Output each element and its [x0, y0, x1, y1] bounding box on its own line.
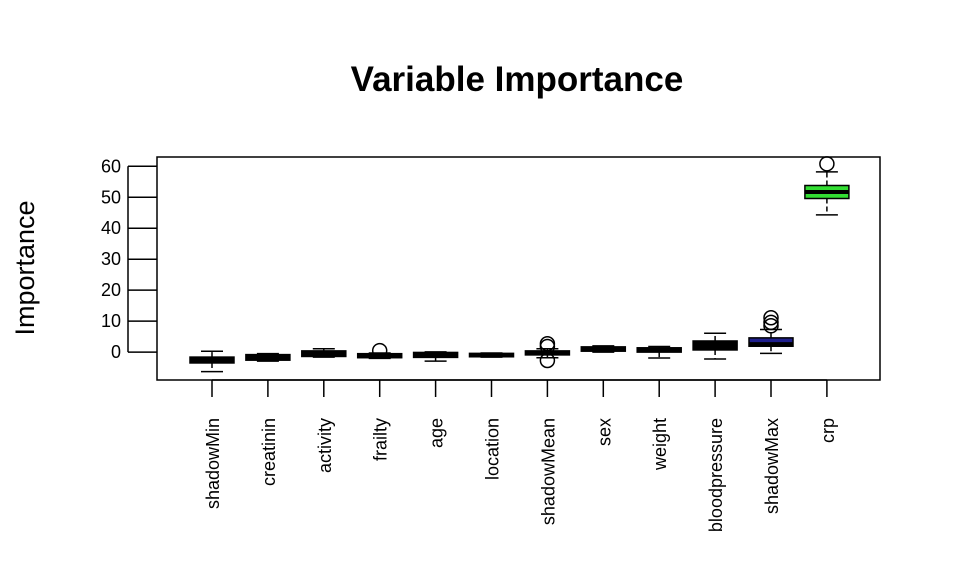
y-axis-label: Importance — [10, 200, 40, 335]
x-tick-label: location — [483, 418, 503, 480]
outlier-point — [763, 309, 779, 326]
x-tick-label: age — [427, 418, 447, 448]
x-axis: shadowMin creatinin activity frailty age loca… — [203, 379, 838, 532]
x-tick-label: shadowMin — [203, 418, 223, 509]
outlier-point — [763, 318, 779, 334]
box-shadowMin — [189, 350, 235, 373]
box-location — [468, 352, 515, 358]
box-shadowMax — [748, 309, 794, 355]
box-iqr — [748, 337, 794, 347]
x-tick-label: crp — [818, 418, 838, 443]
y-tick-label: 10 — [101, 311, 121, 331]
x-tick-label: shadowMax — [762, 418, 782, 514]
outlier-point — [819, 156, 835, 172]
box-weight — [636, 345, 682, 359]
y-axis: 0 10 20 30 40 50 60 — [101, 156, 157, 362]
box-frailty — [356, 342, 403, 360]
outlier-point — [539, 352, 556, 369]
x-tick-label: weight — [650, 418, 670, 471]
box-shadowMean — [524, 336, 571, 369]
x-tick-label: activity — [315, 418, 335, 473]
y-tick-label: 0 — [111, 342, 121, 362]
box-series — [189, 156, 850, 373]
y-tick-label: 20 — [101, 280, 121, 300]
x-tick-label: frailty — [371, 418, 391, 461]
outlier-point — [371, 342, 388, 359]
x-tick-label: sex — [594, 418, 614, 446]
x-tick-label: shadowMean — [538, 418, 558, 525]
box-activity — [301, 347, 347, 358]
y-tick-label: 50 — [101, 187, 121, 207]
box-age — [412, 351, 459, 362]
x-tick-label: bloodpressure — [706, 418, 726, 532]
y-tick-label: 40 — [101, 218, 121, 238]
box-sex — [580, 345, 627, 353]
outlier-point — [763, 314, 779, 331]
chart-title: Variable Importance — [351, 60, 684, 99]
box-bloodpressure — [692, 332, 738, 360]
y-tick-label: 30 — [101, 249, 121, 269]
x-tick-label: creatinin — [259, 418, 279, 486]
box-creatinin — [245, 352, 291, 362]
box-crp — [804, 156, 850, 216]
y-tick-label: 60 — [101, 156, 121, 176]
